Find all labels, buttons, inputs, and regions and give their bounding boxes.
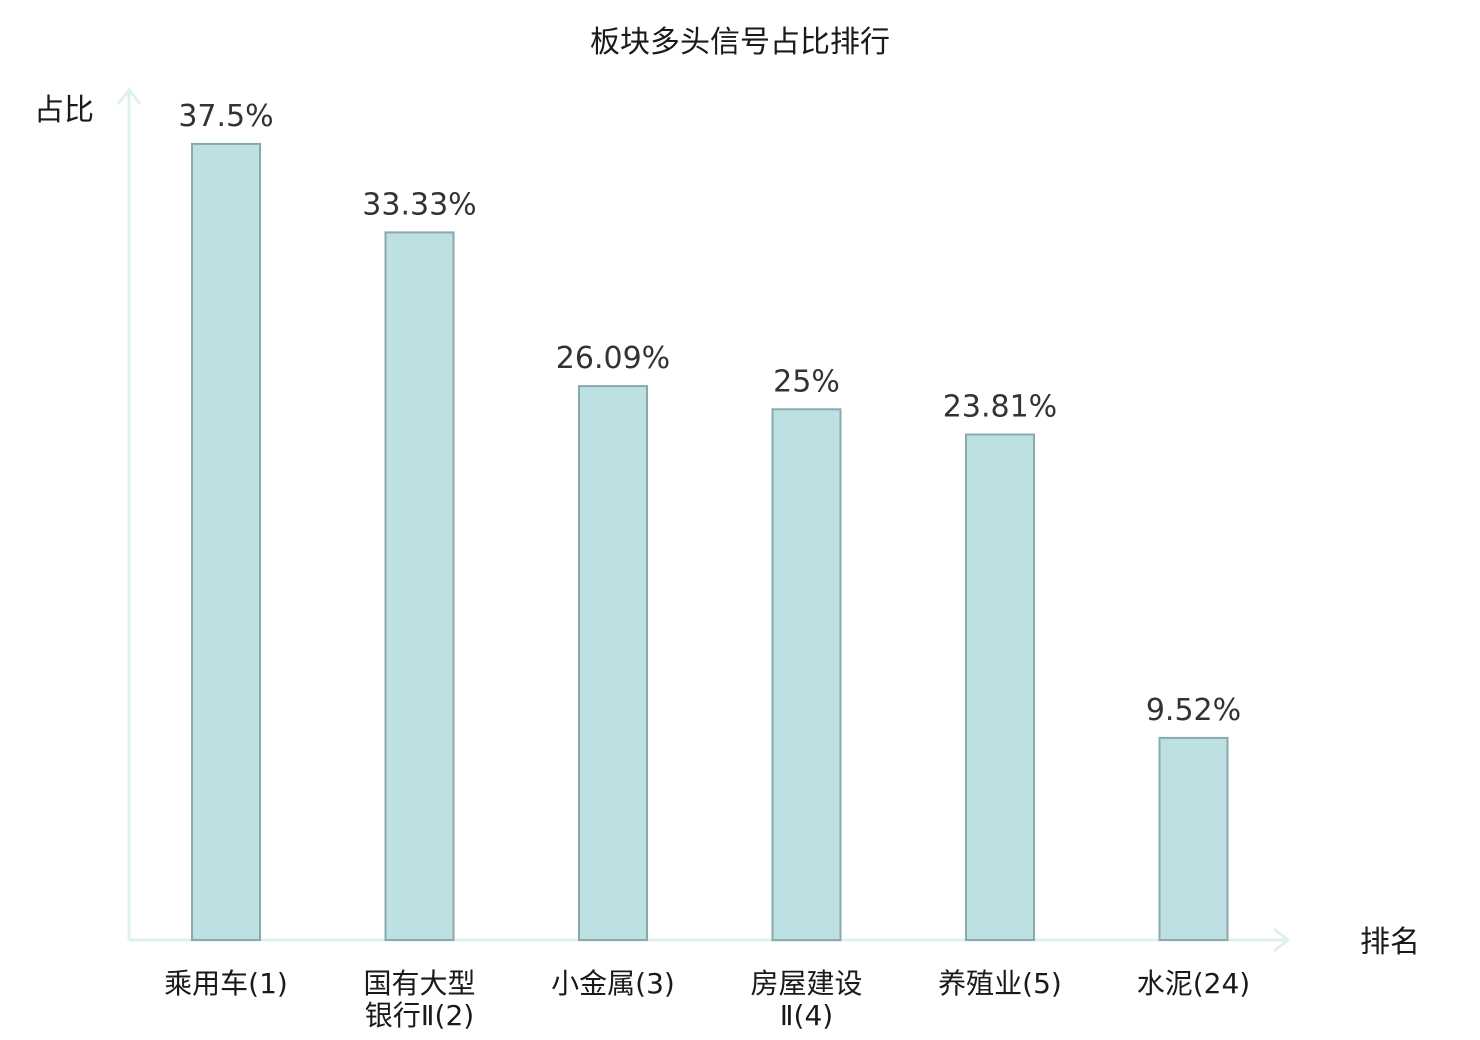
category-label-line: 乘用车(1) (164, 967, 288, 1000)
category-labels-group: 乘用车(1) 国有大型银行Ⅱ(2) 小金属(3) 房屋建设 Ⅱ(4) 养殖业(5) 水泥(2… (164, 967, 1250, 1032)
bar-1 (191, 142, 261, 941)
bar-6 (1158, 736, 1229, 942)
category-label-4: 房屋建设 Ⅱ(4) (750, 967, 862, 1032)
value-labels-group: 37.5% 33.33% 26.09% 25% 23.81% 9.52% (178, 99, 1241, 728)
category-label-line: 银行Ⅱ(2) (365, 999, 474, 1032)
value-label-2: 33.33% (362, 187, 476, 222)
category-label-line: 小金属(3) (551, 967, 675, 1000)
category-label-5: 养殖业(5) (938, 967, 1062, 1000)
category-label-line: 国有大型 (363, 967, 475, 1000)
bar-4 (771, 408, 842, 942)
value-label-1: 37.5% (178, 99, 273, 134)
category-label-line: Ⅱ(4) (780, 999, 833, 1032)
chart-title: 板块多头信号占比排行 (590, 25, 890, 60)
x-axis-arrow-icon (1273, 927, 1291, 953)
x-axis-label: 排名 (1360, 925, 1420, 960)
category-label-line: 房屋建设 (750, 967, 862, 1000)
value-label-5: 23.81% (943, 390, 1057, 425)
bar-5 (965, 433, 1035, 941)
y-axis-label: 占比 (34, 93, 94, 128)
category-label-2: 国有大型银行Ⅱ(2) (363, 967, 475, 1032)
category-label-3: 小金属(3) (551, 967, 675, 1000)
category-label-line: 养殖业(5) (938, 967, 1062, 1000)
bar-2 (384, 231, 455, 941)
category-label-6: 水泥(24) (1137, 967, 1250, 1000)
bars-group (191, 142, 1229, 942)
bar-3 (578, 385, 648, 942)
y-axis-arrow-icon (116, 87, 142, 105)
category-label-1: 乘用车(1) (164, 967, 288, 1000)
value-label-6: 9.52% (1146, 693, 1241, 728)
value-label-3: 26.09% (556, 341, 670, 376)
category-label-line: 水泥(24) (1137, 967, 1250, 1000)
value-label-4: 25% (773, 364, 840, 399)
